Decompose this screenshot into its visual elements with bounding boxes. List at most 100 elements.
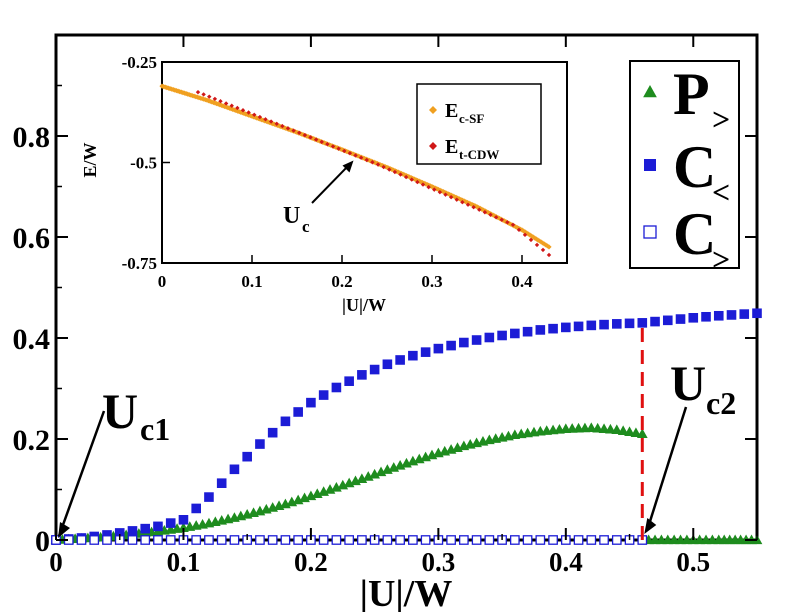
main-data-point [216, 535, 227, 545]
inset-data-point [471, 205, 476, 210]
main-y-tick-label: 0.4 [13, 323, 51, 356]
inset-data-point [308, 135, 313, 140]
main-data-point [216, 478, 227, 488]
main-data-point [382, 359, 393, 370]
inset-data-point [499, 217, 504, 222]
inset-data-point [420, 182, 426, 187]
main-data-point [446, 340, 456, 351]
main-data-point [420, 347, 431, 357]
main-data-point [369, 364, 380, 375]
main-legend-subscript: > [712, 101, 730, 137]
inset-data-point [274, 121, 279, 127]
main-data-point [700, 534, 712, 545]
inset-data-point [392, 169, 398, 175]
inset-data-point [510, 222, 516, 228]
main-legend-label: C [673, 201, 716, 267]
inset-y-tick-label: -0.75 [122, 254, 157, 273]
main-data-point [739, 309, 750, 319]
inset-data-point [381, 164, 386, 170]
main-legend-marker [644, 159, 656, 171]
inset-data-point [285, 126, 291, 131]
inset-data-point [353, 153, 358, 158]
inset-data-point [336, 146, 341, 151]
inset-data-point [528, 237, 534, 243]
main-data-point [566, 423, 578, 433]
inset-data-point [235, 105, 240, 111]
inset-series-e-t-cdw [195, 89, 552, 258]
main-x-tick-label: 0.4 [549, 547, 583, 577]
inset-legend-subscript: c-SF [459, 111, 484, 126]
main-data-point [76, 535, 87, 545]
inset-data-point [291, 128, 296, 133]
main-data-point [624, 426, 635, 437]
main-data-point [267, 427, 278, 438]
main-data-point [242, 451, 252, 462]
main-legend-label: P [673, 61, 710, 127]
uc2-arrow [646, 406, 688, 531]
inset-x-tick-label: 0.2 [331, 272, 352, 291]
uc2-subscript: c2 [706, 385, 736, 421]
inset-data-point [488, 212, 493, 217]
inset-legend-marker [429, 106, 437, 114]
main-y-tick-label: 0.2 [13, 424, 51, 457]
main-x-tick-label: 0 [49, 547, 63, 577]
main-data-point [586, 320, 597, 331]
main-data-point [585, 422, 597, 432]
main-data-point [331, 382, 342, 393]
main-data-point [484, 332, 495, 343]
main-data-point [535, 325, 546, 335]
inset-x-tick-label: 0 [158, 272, 167, 291]
main-data-point [446, 535, 456, 545]
inset-x-tick-label: 0.1 [241, 272, 262, 291]
main-data-point [153, 535, 163, 545]
inset-data-point [482, 210, 488, 215]
uc1-arrowhead [58, 522, 70, 538]
main-data-point [561, 322, 571, 333]
main-legend-entry: C< [644, 134, 730, 210]
main-data-point [459, 535, 469, 545]
inset-data-point [325, 141, 330, 147]
main-data-point [522, 326, 533, 337]
main-data-point [637, 318, 648, 328]
inset-data-point [534, 242, 540, 248]
inset-data-point [201, 92, 206, 97]
main-data-point [267, 535, 278, 545]
main-data-point [630, 427, 642, 438]
inset-data-point [387, 167, 392, 172]
main-data-point [153, 521, 163, 532]
main-data-point [701, 311, 711, 322]
main-data-point [382, 535, 393, 545]
main-data-point [599, 535, 609, 545]
inset-data-point [516, 227, 522, 233]
main-data-point [598, 423, 610, 433]
inset-x-tick-label: 0.3 [421, 272, 442, 291]
uc2-arrowhead [644, 518, 657, 534]
inset-data-point [522, 232, 528, 238]
main-data-point [191, 535, 202, 545]
main-data-point [656, 534, 667, 545]
main-data-point [89, 535, 100, 545]
uc-subscript: c [302, 217, 310, 236]
main-data-point [280, 416, 291, 427]
main-x-tick-label: 0.1 [167, 547, 201, 577]
main-data-point [318, 390, 329, 400]
main-plot-area [50, 308, 763, 545]
main-data-point [707, 534, 718, 545]
inset-data-point [252, 112, 257, 117]
main-data-point [649, 534, 661, 545]
main-data-point [579, 422, 591, 433]
inset-data-point [460, 199, 465, 205]
main-data-point [191, 503, 201, 514]
main-data-point [548, 535, 558, 545]
inset-data-point [448, 194, 454, 200]
main-data-point [293, 407, 303, 417]
main-data-point [344, 376, 354, 386]
main-data-point [612, 319, 622, 329]
main-legend-subscript: > [712, 241, 730, 277]
inset-data-point [540, 247, 546, 253]
main-data-point [459, 337, 469, 348]
main-data-point [357, 370, 367, 380]
